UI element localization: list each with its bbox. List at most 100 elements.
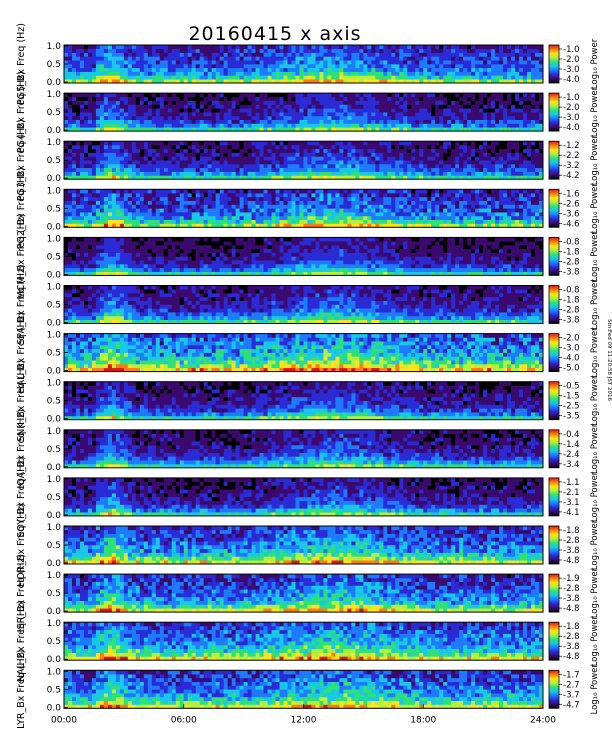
y-tick-label: 0.0 bbox=[47, 655, 62, 665]
y-axis-label: MCM_Bx Freq (Hz) bbox=[16, 213, 27, 299]
colorbar-label: Log₁₀ Power bbox=[590, 327, 600, 378]
colorbar-label: Log₁₀ Power bbox=[590, 519, 600, 570]
colorbar-tick-label: -3.8 bbox=[563, 267, 580, 277]
colorbar-tick-label: -2.8 bbox=[563, 584, 580, 594]
colorbar-tick-label: -4.8 bbox=[563, 604, 580, 614]
x-tick-label: 24:00 bbox=[530, 715, 556, 725]
y-axis-label: PG4_Bx Freq (Hz) bbox=[16, 71, 27, 153]
y-tick-label: 0.0 bbox=[47, 367, 62, 377]
colorbar-tick-label: -3.7 bbox=[563, 690, 580, 700]
y-tick-label: 0.0 bbox=[47, 607, 62, 617]
colorbar-tick-label: -4.8 bbox=[563, 556, 580, 566]
y-tick-label: 0.0 bbox=[47, 174, 62, 184]
colorbar-tick-label: -4.0 bbox=[563, 75, 580, 85]
colorbar-tick-label: -2.5 bbox=[563, 402, 580, 412]
y-tick-label: 0.5 bbox=[47, 156, 61, 166]
y-axis-label: SPA_Bx Freq (Hz) bbox=[16, 264, 27, 344]
colorbar bbox=[548, 44, 560, 84]
colorbar-tick-label: -3.8 bbox=[563, 546, 580, 556]
colorbar bbox=[548, 285, 560, 324]
colorbar-tick-label: -3.8 bbox=[563, 594, 580, 604]
panel-snk: 0.0 0.5 1.0 SNK_Bx Freq (Hz) -0.5-1.5-2.5-3.… bbox=[16, 360, 600, 442]
spectrogram-cells bbox=[64, 45, 544, 84]
colorbar-tick-label: -4.1 bbox=[563, 508, 580, 518]
spectrogram-cells bbox=[64, 574, 544, 613]
y-tick-label: 0.5 bbox=[47, 493, 61, 503]
y-axis-label: SOY_Bx Freq (Hz) bbox=[16, 456, 27, 538]
y-axis-label: IQA_Bx Freq (Hz) bbox=[16, 409, 27, 489]
colorbar bbox=[548, 525, 560, 565]
y-tick-label: 1.0 bbox=[47, 379, 62, 389]
colorbar-label: Log₁₀ Power bbox=[590, 279, 600, 330]
colorbar-tick-label: -1.8 bbox=[563, 296, 580, 306]
x-tick-label: 18:00 bbox=[410, 715, 436, 725]
colorbar-tick-label: -2.8 bbox=[563, 536, 580, 546]
y-tick-label: 0.5 bbox=[47, 637, 61, 647]
colorbar-tick-label: -3.2 bbox=[563, 161, 580, 171]
colorbar bbox=[548, 140, 560, 180]
colorbar-tick-label: -1.2 bbox=[563, 141, 580, 151]
x-tick-label: 06:00 bbox=[171, 715, 197, 725]
y-tick-label: 0.5 bbox=[47, 301, 61, 311]
colorbar-tick-label: -3.4 bbox=[563, 460, 580, 470]
y-tick-label: 1.0 bbox=[47, 523, 62, 533]
colorbar-tick-label: -0.4 bbox=[563, 430, 580, 440]
y-tick-label: 0.0 bbox=[47, 126, 62, 136]
y-tick-label: 1.0 bbox=[47, 138, 62, 148]
colorbar bbox=[548, 429, 560, 469]
colorbar bbox=[548, 92, 560, 132]
spectrogram-cells bbox=[64, 93, 544, 132]
colorbar-tick-label: -2.0 bbox=[563, 55, 580, 65]
colorbar-tick-label: -2.0 bbox=[563, 334, 580, 344]
y-tick-label: 1.0 bbox=[47, 475, 62, 485]
y-tick-label: 1.0 bbox=[47, 427, 62, 437]
colorbar-label: Log₁₀ Power bbox=[590, 615, 600, 666]
spectrogram-cells bbox=[64, 429, 544, 469]
y-tick-label: 0.5 bbox=[47, 108, 61, 118]
spectrogram-cells bbox=[64, 381, 544, 420]
time-axis: 00:00 06:00 12:00 18:00 24:00 bbox=[51, 704, 556, 725]
y-tick-label: 0.5 bbox=[47, 397, 61, 407]
y-tick-label: 0.0 bbox=[47, 222, 62, 232]
y-tick-label: 0.5 bbox=[47, 252, 61, 262]
spectrogram-cells bbox=[64, 477, 544, 517]
colorbar-tick-label: -0.8 bbox=[563, 286, 580, 296]
colorbar-tick-label: -2.1 bbox=[563, 488, 580, 498]
colorbar-tick-label: -4.7 bbox=[563, 700, 580, 710]
colorbar-tick-label: -0.8 bbox=[563, 237, 580, 247]
y-tick-label: 0.5 bbox=[47, 589, 61, 599]
colorbar-label: Log₁₀ Power bbox=[590, 375, 600, 426]
colorbar-tick-label: -3.8 bbox=[563, 642, 580, 652]
y-axis-label: HAL_Bx Freq (Hz) bbox=[16, 312, 27, 394]
spectrogram-cells bbox=[64, 333, 544, 372]
colorbar-tick-label: -1.8 bbox=[563, 247, 580, 257]
y-axis-label: SNK_Bx Freq (Hz) bbox=[16, 360, 27, 442]
y-tick-label: 1.0 bbox=[47, 619, 62, 629]
y-axis-label: ISR_Bx Freq (Hz) bbox=[16, 554, 27, 632]
colorbar-tick-label: -3.6 bbox=[563, 209, 580, 219]
y-tick-label: 1.0 bbox=[47, 186, 62, 196]
colorbar-tick-label: -1.8 bbox=[563, 526, 580, 536]
colorbar-label: Log₁₀ Power bbox=[590, 38, 600, 89]
y-tick-label: 0.0 bbox=[47, 270, 62, 280]
side-note: Stn:Fed 09 11:20:58 JST 2016 bbox=[606, 319, 612, 401]
y-axis-label: NAL_Bx Freq (Hz) bbox=[16, 600, 27, 682]
y-tick-label: 0.0 bbox=[47, 559, 62, 569]
spectrogram-cells bbox=[64, 189, 544, 228]
y-tick-label: 0.5 bbox=[47, 204, 61, 214]
colorbar-tick-label: -2.8 bbox=[563, 306, 580, 316]
colorbar-tick-label: -4.0 bbox=[563, 123, 580, 133]
x-tick-label: 12:00 bbox=[291, 715, 317, 725]
colorbar-tick-label: -3.0 bbox=[563, 65, 580, 75]
colorbar-tick-label: -1.5 bbox=[563, 392, 580, 402]
y-axis-label: HOR_Bx Freq (Hz) bbox=[16, 503, 27, 587]
colorbar-tick-label: -5.0 bbox=[563, 364, 580, 374]
